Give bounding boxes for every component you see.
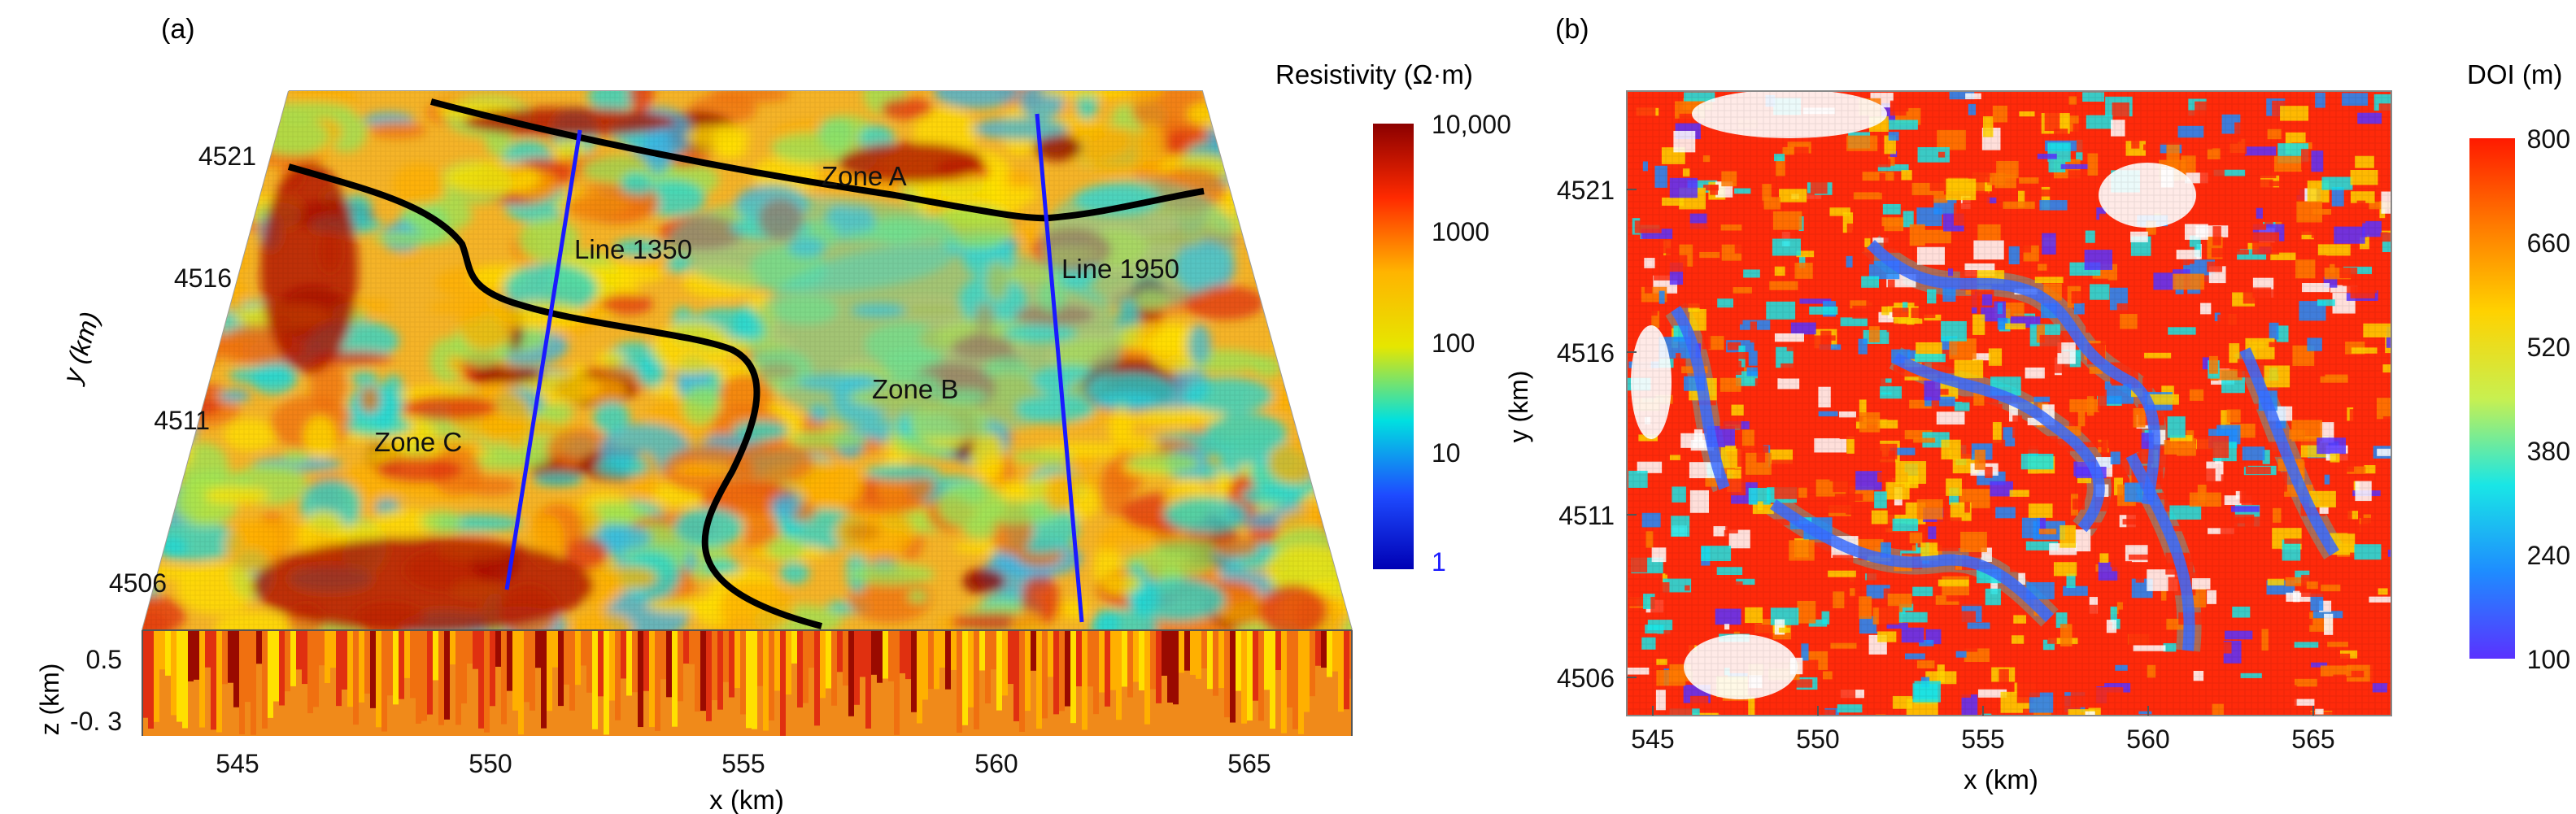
b-y-axis-label: y (km) (1504, 371, 1533, 443)
b-x-tick-555: 555 (1961, 725, 2004, 754)
a-x-tick-560: 560 (974, 749, 1018, 778)
resistivity-front-face (142, 630, 1352, 736)
panel-a: (a) Zone A Zone B (35, 14, 1511, 814)
a-x-axis-label: x (km) (709, 785, 784, 814)
a-y-axis-label: y (km) (56, 308, 105, 387)
b-colorbar-title: DOI (m) (2467, 59, 2562, 89)
annotation-line-1350: Line 1350 (574, 234, 692, 264)
a-colorbar-tick-10: 10 (1432, 438, 1461, 468)
a-y-tick-4506: 4506 (109, 568, 167, 598)
b-colorbar-tick-100: 100 (2527, 645, 2570, 674)
a-x-tick-565: 565 (1227, 749, 1271, 778)
b-y-tick-4511: 4511 (1558, 501, 1615, 530)
a-colorbar-tick-10000: 10,000 (1432, 110, 1511, 139)
a-x-tick-545: 545 (216, 749, 259, 778)
b-colorbar-tick-800: 800 (2527, 124, 2570, 154)
a-colorbar-tick-100: 100 (1432, 329, 1475, 358)
annotation-zone-c: Zone C (374, 427, 462, 457)
b-colorbar-tick-240: 240 (2527, 541, 2570, 570)
doi-map (1627, 91, 2391, 716)
a-y-tick-4516: 4516 (174, 263, 232, 293)
panel-a-label: (a) (161, 14, 195, 45)
a-z-tick-top: 0.5 (86, 645, 122, 674)
zone-boundary-c (287, 163, 823, 629)
survey-line-1350 (504, 129, 582, 590)
annotation-line-1950: Line 1950 (1061, 254, 1179, 284)
panel-b-label: (b) (1555, 14, 1589, 45)
a-x-tick-555: 555 (721, 749, 765, 778)
b-x-tick-560: 560 (2126, 725, 2169, 754)
b-colorbar-tick-380: 380 (2527, 437, 2570, 466)
a-y-tick-4521: 4521 (198, 141, 256, 171)
b-y-tick-4506: 4506 (1557, 664, 1615, 693)
zone-boundary-a (429, 98, 1205, 222)
a-x-tick-550: 550 (469, 749, 512, 778)
b-y-tick-4516: 4516 (1557, 338, 1615, 368)
a-colorbar (1373, 124, 1414, 569)
a-y-tick-4511: 4511 (154, 406, 210, 435)
b-colorbar-tick-520: 520 (2527, 333, 2570, 362)
b-x-tick-545: 545 (1631, 725, 1674, 754)
annotation-zone-a: Zone A (822, 161, 907, 191)
panel-b: (b) 4521 4516 4511 4506 y (km) 545 550 5… (1504, 14, 2570, 794)
a-colorbar-title: Resistivity (Ω·m) (1275, 59, 1473, 89)
b-colorbar (2469, 138, 2515, 659)
panel-a-front-edges (142, 629, 1353, 736)
doi-map-frame (1626, 90, 2392, 716)
survey-line-1950 (1035, 113, 1084, 623)
a-colorbar-tick-1000: 1000 (1432, 217, 1489, 246)
a-z-axis-label: z (km) (35, 664, 64, 736)
a-colorbar-tick-1: 1 (1432, 547, 1446, 577)
annotation-zone-b: Zone B (872, 374, 958, 404)
b-colorbar-tick-660: 660 (2527, 229, 2570, 258)
b-x-tick-550: 550 (1796, 725, 1839, 754)
a-z-tick-bottom: -0. 3 (70, 707, 122, 736)
b-x-tick-565: 565 (2291, 725, 2334, 754)
b-y-tick-4521: 4521 (1557, 176, 1615, 205)
b-x-axis-label: x (km) (1964, 764, 2038, 794)
